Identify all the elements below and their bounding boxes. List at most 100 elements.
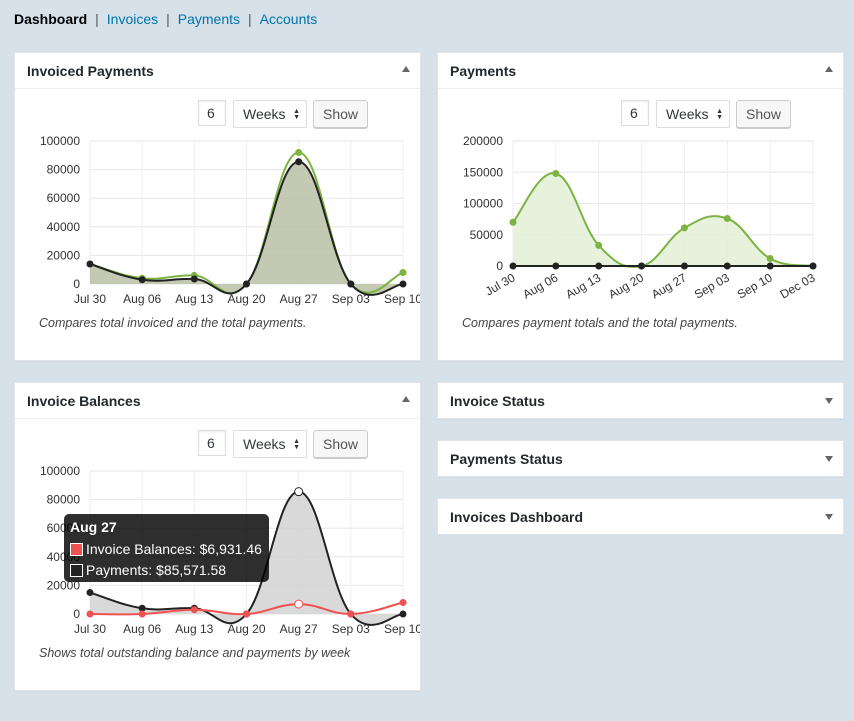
data-point	[766, 262, 774, 270]
data-point	[243, 280, 250, 288]
x-tick-label: Aug 20	[227, 292, 265, 306]
data-point	[595, 241, 603, 249]
data-point	[399, 269, 407, 277]
y-tick-label: 40000	[47, 220, 81, 234]
nav-payments[interactable]: Payments	[177, 11, 241, 27]
period-unit-select[interactable]: Weeks ▲ ▼	[656, 100, 730, 128]
data-point	[766, 255, 774, 262]
x-tick-label: Aug 06	[123, 622, 161, 636]
x-tick-label: Sep 03	[332, 292, 370, 306]
x-tick-label: Aug 20	[606, 270, 646, 301]
collapse-arrow-icon[interactable]	[402, 66, 410, 72]
series-area	[513, 173, 813, 267]
period-unit-value: Weeks	[243, 436, 286, 452]
panel-title: Payments	[450, 63, 517, 79]
data-point	[138, 604, 146, 612]
data-point	[723, 215, 731, 222]
chart-caption: Compares total invoiced and the total pa…	[39, 316, 307, 330]
tooltip-row-label: Payments: $85,571.58	[86, 562, 227, 578]
x-tick-label: Sep 10	[735, 270, 775, 301]
data-point	[347, 610, 355, 618]
x-tick-label: Jul 30	[483, 270, 518, 298]
nav-accounts[interactable]: Accounts	[259, 11, 318, 27]
show-button[interactable]: Show	[736, 100, 791, 128]
expand-arrow-icon[interactable]	[825, 398, 833, 404]
period-unit-select[interactable]: Weeks ▲ ▼	[233, 100, 307, 128]
x-tick-label: Aug 20	[227, 622, 265, 636]
period-count-input[interactable]: 6	[198, 100, 226, 126]
period-count-input[interactable]: 6	[621, 100, 649, 126]
data-point	[680, 262, 688, 270]
nav-separator: |	[95, 11, 99, 27]
show-button[interactable]: Show	[313, 100, 368, 128]
y-tick-label: 80000	[47, 163, 81, 177]
data-point	[809, 262, 817, 270]
x-tick-label: Jul 30	[74, 622, 106, 636]
period-count-input[interactable]: 6	[198, 430, 226, 456]
grid-lines	[89, 140, 404, 285]
data-point	[399, 280, 407, 288]
data-point	[295, 158, 303, 166]
collapse-arrow-icon[interactable]	[402, 396, 410, 402]
chart-caption: Compares payment totals and the total pa…	[462, 316, 738, 330]
panel-title: Invoices Dashboard	[450, 509, 584, 525]
data-point	[399, 599, 407, 607]
show-button[interactable]: Show	[313, 430, 368, 458]
panel-header[interactable]: Invoice Balances	[15, 383, 420, 419]
invoiced-payments-chart[interactable]: 0 20000 40000 60000 80000 100000 Jul 30 Aug 06 A…	[15, 133, 420, 308]
chart-caption: Shows total outstanding balance and paym…	[39, 646, 351, 660]
panel-header[interactable]: Invoices Dashboard	[438, 499, 843, 534]
expand-arrow-icon[interactable]	[825, 514, 833, 520]
x-tick-label: Aug 13	[175, 292, 213, 306]
series-area	[90, 491, 403, 625]
tooltip-row-payments: Payments: $85,571.58	[70, 560, 263, 581]
x-tick-label: Aug 27	[280, 622, 318, 636]
nav-invoices[interactable]: Invoices	[106, 11, 159, 27]
x-tick-label: Dec 03	[778, 270, 818, 301]
y-tick-label: 200000	[463, 134, 503, 148]
panel-header[interactable]: Payments Status	[438, 441, 843, 476]
data-point	[190, 606, 198, 614]
period-unit-value: Weeks	[666, 106, 709, 122]
data-point	[138, 610, 146, 618]
data-point	[509, 262, 517, 270]
select-arrows-icon: ▲ ▼	[293, 438, 300, 451]
x-tick-label: Sep 10	[384, 292, 420, 306]
data-point	[680, 224, 688, 232]
data-point	[294, 487, 304, 497]
invoice-status-panel: Invoice Status	[437, 382, 844, 419]
y-tick-label: 0	[73, 607, 80, 621]
data-point	[243, 610, 250, 618]
data-point	[638, 262, 646, 270]
x-tick-label: Sep 03	[332, 622, 370, 636]
expand-arrow-icon[interactable]	[825, 456, 833, 462]
select-arrows-icon: ▲ ▼	[293, 108, 300, 121]
legend-swatch-dark	[70, 564, 83, 577]
invoice-balances-panel: Invoice Balances 6 Weeks▲▼ Show 02000040…	[14, 382, 421, 691]
panel-header[interactable]: Payments	[438, 53, 843, 89]
data-point	[190, 275, 198, 283]
y-tick-label: 0	[73, 277, 80, 291]
nav-separator: |	[248, 11, 252, 27]
tooltip-row-balances: Invoice Balances: $6,931.46	[70, 539, 263, 560]
y-tick-label: 50000	[470, 228, 504, 242]
panel-title: Payments Status	[450, 451, 563, 467]
invoiced-payments-panel: Invoiced Payments 6 Weeks ▲ ▼ Show 0 20000 4…	[14, 52, 421, 361]
period-unit-select[interactable]: Weeks ▲ ▼	[233, 430, 307, 458]
collapse-arrow-icon[interactable]	[825, 66, 833, 72]
y-tick-label: 20000	[47, 248, 81, 262]
nav-dashboard[interactable]: Dashboard	[14, 11, 88, 27]
panel-header[interactable]: Invoiced Payments	[15, 53, 420, 89]
data-point	[723, 262, 731, 270]
panel-header[interactable]: Invoice Status	[438, 383, 843, 418]
x-tick-label: Aug 13	[563, 270, 603, 301]
x-tick-label: Jul 30	[74, 292, 106, 306]
data-point	[595, 262, 603, 270]
y-tick-label: 100000	[40, 134, 80, 148]
y-tick-label: 100000	[463, 197, 503, 211]
x-tick-label: Sep 10	[384, 622, 420, 636]
data-point	[295, 148, 303, 156]
invoices-dashboard-panel: Invoices Dashboard	[437, 498, 844, 535]
